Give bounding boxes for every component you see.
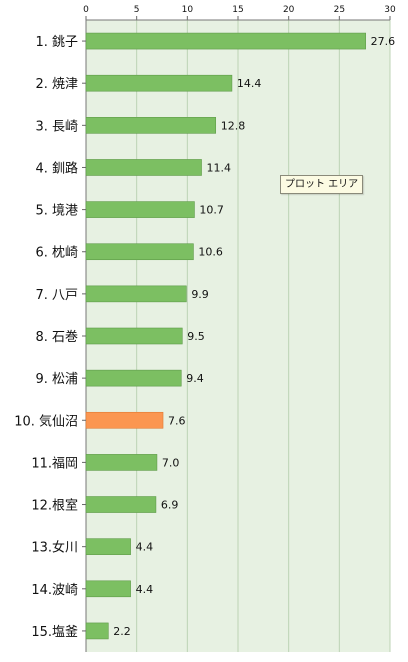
bar	[85, 201, 195, 218]
value-label: 27.6	[371, 35, 396, 48]
value-label: 6.9	[161, 499, 179, 512]
x-tick-label: 0	[83, 5, 89, 15]
value-label: 9.5	[187, 330, 205, 343]
category-label: 5. 境港	[35, 204, 78, 219]
x-tick-label: 5	[134, 5, 140, 15]
category-label: 3. 長崎	[35, 119, 78, 134]
value-label: 14.4	[237, 77, 261, 90]
value-label: 11.4	[207, 161, 232, 174]
value-label: 9.9	[191, 288, 209, 301]
value-label: 10.7	[199, 204, 224, 217]
bar	[85, 117, 217, 134]
value-label: 4.4	[136, 583, 154, 596]
x-tick-label: 10	[182, 5, 194, 15]
value-label: 9.4	[186, 372, 204, 385]
value-label: 10.6	[198, 246, 223, 259]
bar	[85, 580, 131, 598]
bar	[85, 159, 202, 176]
category-label: 7. 八戸	[35, 288, 78, 303]
bar-highlighted	[85, 411, 164, 429]
category-label: 10. 気仙沼	[14, 413, 78, 429]
category-label: 1. 銚子	[35, 35, 78, 50]
bar	[85, 538, 131, 555]
x-tick-label: 30	[384, 5, 396, 15]
plot-area-tooltip: プロット エリア	[280, 175, 364, 194]
category-label: 13.女川	[31, 540, 78, 556]
x-tick-label: 20	[283, 5, 295, 15]
value-label: 12.8	[221, 119, 246, 132]
category-label: 4. 釧路	[35, 160, 78, 176]
value-label: 7.6	[168, 414, 186, 427]
category-label: 6. 枕崎	[35, 246, 78, 261]
value-label: 2.2	[113, 625, 131, 638]
bar	[85, 285, 187, 303]
bar	[85, 243, 194, 261]
value-label: 4.4	[136, 541, 154, 554]
bar	[85, 32, 366, 50]
bar	[85, 454, 158, 471]
bar	[85, 74, 233, 92]
category-label: 9. 松浦	[35, 372, 78, 387]
x-tick-label: 25	[334, 5, 345, 15]
category-label: 8. 石巻	[35, 330, 78, 345]
bar	[85, 496, 157, 513]
x-tick-label: 15	[232, 5, 243, 15]
category-label: 11.福岡	[31, 456, 78, 471]
category-label: 14.波崎	[31, 583, 78, 598]
value-label: 7.0	[162, 456, 180, 469]
category-label: 15.塩釜	[31, 625, 78, 640]
category-label: 12.根室	[31, 498, 78, 514]
bar	[85, 622, 109, 640]
category-label: 2. 焼津	[35, 77, 78, 92]
bar	[85, 327, 183, 345]
bar	[85, 369, 182, 387]
